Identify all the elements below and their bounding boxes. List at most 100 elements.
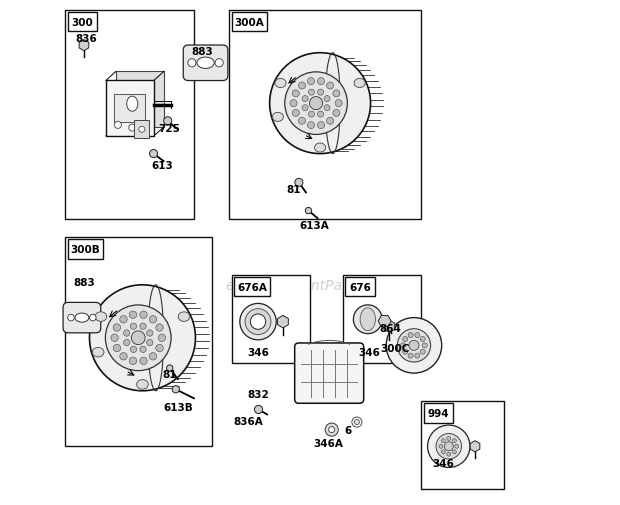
Circle shape	[335, 100, 342, 108]
Circle shape	[309, 112, 314, 118]
Circle shape	[285, 73, 347, 135]
Ellipse shape	[197, 58, 214, 69]
Circle shape	[436, 434, 461, 459]
Ellipse shape	[275, 79, 286, 88]
Circle shape	[131, 331, 145, 345]
Circle shape	[129, 358, 136, 365]
Circle shape	[146, 330, 153, 336]
Bar	[423, 403, 453, 423]
Text: 81: 81	[286, 184, 301, 194]
Circle shape	[409, 341, 419, 350]
Bar	[68, 13, 97, 32]
Ellipse shape	[136, 380, 148, 389]
Circle shape	[333, 110, 340, 117]
Ellipse shape	[354, 79, 365, 88]
Circle shape	[408, 333, 413, 338]
Circle shape	[329, 427, 335, 433]
Circle shape	[298, 83, 306, 90]
Circle shape	[129, 125, 136, 132]
Text: 883: 883	[192, 47, 213, 57]
Circle shape	[105, 306, 171, 371]
Bar	[65, 11, 194, 220]
Ellipse shape	[270, 54, 371, 155]
Circle shape	[188, 60, 196, 68]
Circle shape	[140, 312, 147, 319]
Ellipse shape	[126, 97, 138, 112]
Ellipse shape	[92, 348, 104, 357]
Circle shape	[120, 316, 127, 323]
Bar	[343, 275, 421, 363]
Bar	[345, 278, 374, 297]
Circle shape	[146, 340, 153, 346]
Text: 676A: 676A	[237, 282, 267, 292]
Circle shape	[140, 323, 146, 330]
Circle shape	[309, 90, 314, 96]
Circle shape	[447, 436, 451, 440]
Text: eReplacementParts.com: eReplacementParts.com	[225, 278, 395, 292]
Circle shape	[89, 315, 96, 321]
Circle shape	[172, 386, 179, 393]
Circle shape	[245, 309, 271, 335]
Text: 613B: 613B	[164, 402, 193, 412]
Circle shape	[167, 365, 173, 372]
Text: 832: 832	[247, 389, 268, 399]
Bar	[232, 13, 267, 32]
Circle shape	[447, 452, 451, 457]
Circle shape	[123, 330, 130, 336]
Bar	[229, 11, 421, 220]
Text: 346: 346	[358, 347, 380, 357]
Text: 676: 676	[349, 282, 371, 292]
FancyBboxPatch shape	[63, 303, 101, 333]
Circle shape	[292, 110, 299, 117]
Bar	[68, 240, 103, 259]
Text: 613: 613	[151, 161, 173, 171]
Circle shape	[149, 316, 157, 323]
Circle shape	[302, 96, 308, 103]
Circle shape	[325, 423, 339, 436]
Circle shape	[428, 425, 470, 468]
Text: 725: 725	[159, 124, 180, 134]
Ellipse shape	[89, 285, 195, 391]
Circle shape	[290, 100, 297, 108]
Circle shape	[420, 349, 425, 355]
Circle shape	[402, 337, 408, 342]
Circle shape	[254, 406, 263, 414]
Text: 300: 300	[71, 18, 93, 28]
Circle shape	[158, 334, 166, 342]
Circle shape	[415, 354, 420, 359]
Circle shape	[454, 444, 459, 448]
Circle shape	[324, 96, 330, 103]
Circle shape	[317, 90, 324, 96]
Circle shape	[305, 208, 312, 215]
Text: 994: 994	[427, 408, 449, 418]
Circle shape	[444, 442, 453, 451]
Circle shape	[114, 122, 122, 129]
Bar	[232, 275, 310, 363]
Circle shape	[149, 353, 157, 360]
Circle shape	[317, 78, 325, 85]
Circle shape	[140, 358, 147, 365]
Circle shape	[453, 450, 456, 454]
Ellipse shape	[95, 312, 107, 322]
Bar	[421, 401, 504, 489]
Circle shape	[295, 179, 303, 187]
Circle shape	[113, 324, 121, 332]
Text: 346: 346	[247, 347, 269, 357]
Circle shape	[156, 324, 163, 332]
Circle shape	[123, 340, 130, 346]
Text: 836A: 836A	[233, 416, 263, 426]
Circle shape	[441, 450, 445, 454]
Circle shape	[156, 344, 163, 352]
Text: 300B: 300B	[71, 244, 100, 255]
Circle shape	[386, 318, 441, 373]
Circle shape	[333, 91, 340, 97]
Circle shape	[68, 315, 74, 321]
Polygon shape	[116, 72, 164, 128]
Bar	[106, 81, 154, 137]
Bar	[234, 278, 270, 297]
Ellipse shape	[178, 312, 190, 322]
Bar	[65, 237, 211, 446]
Ellipse shape	[314, 144, 326, 153]
Circle shape	[397, 329, 431, 362]
Circle shape	[308, 122, 314, 129]
